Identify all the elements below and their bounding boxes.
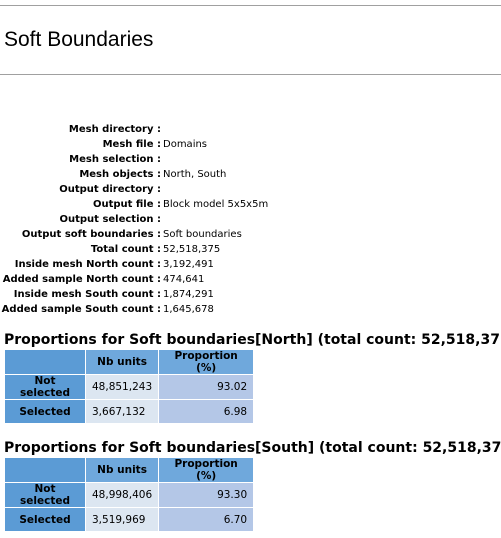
parameter-label: Output directory : (59, 184, 161, 195)
parameter-row: Output directory : (0, 182, 268, 197)
parameter-label: Mesh directory : (68, 124, 161, 135)
parameter-value: 1,645,678 (163, 304, 214, 315)
parameter-label: Inside mesh North count : (14, 259, 161, 270)
row-header: Selected (5, 400, 85, 423)
page-title: Soft Boundaries (4, 28, 154, 51)
parameter-label: Output selection : (59, 214, 162, 225)
table-cell: 48,851,243 (86, 375, 159, 399)
row-header: Not selected (5, 375, 85, 399)
parameter-row: Output selection : (0, 212, 268, 227)
column-header: Proportion (%) (159, 350, 254, 374)
parameter-label: Output soft boundaries : (21, 229, 161, 240)
corner-cell (5, 350, 85, 374)
table-cell: 93.02 (159, 375, 254, 399)
parameter-label: Added sample South count : (1, 304, 161, 315)
parameter-value: 52,518,375 (163, 244, 221, 255)
parameter-value: Domains (163, 139, 208, 150)
parameter-label: Inside mesh South count : (13, 289, 161, 300)
table-cell: 48,998,406 (86, 483, 159, 507)
top-rule (0, 5, 501, 6)
section-heading: Proportions for Soft boundaries[North] (… (4, 332, 501, 348)
column-header: Nb units (86, 458, 159, 482)
parameter-label: Output file : (92, 199, 161, 210)
parameter-value: 3,192,491 (163, 259, 214, 270)
title-rule (0, 74, 501, 75)
table-row: Selected 3,519,969 6.70 (5, 508, 254, 531)
table-cell: 3,519,969 (86, 508, 159, 531)
parameter-value: Block model 5x5x5m (163, 199, 269, 210)
table-row: Selected 3,667,132 6.98 (5, 400, 254, 423)
parameter-row: Inside mesh South count :1,874,291 (0, 287, 268, 302)
table-cell: 6.98 (159, 400, 254, 423)
parameter-value: Soft boundaries (163, 229, 242, 240)
parameter-row: Added sample South count :1,645,678 (0, 302, 268, 317)
table-cell: 3,667,132 (86, 400, 159, 423)
parameter-row: Mesh file : Domains (0, 137, 268, 152)
parameter-label: Mesh file : (102, 139, 161, 150)
parameter-value: North, South (163, 169, 227, 180)
parameter-row: Mesh directory : (0, 122, 268, 137)
parameter-row: Mesh objects : North, South (0, 167, 268, 182)
table-row: Not selected 48,851,243 93.02 (5, 375, 254, 399)
row-header: Selected (5, 508, 85, 531)
parameter-row: Output soft boundaries : Soft boundaries (0, 227, 268, 242)
proportion-section: Proportions for Soft boundaries[South] (… (4, 439, 501, 532)
proportion-table: Nb units Proportion (%) Not selected 48,998… (4, 457, 254, 532)
parameter-label: Added sample North count : (2, 274, 161, 285)
parameter-label: Total count : (90, 244, 161, 255)
parameter-row: Mesh selection : (0, 152, 268, 167)
parameter-label: Mesh selection : (69, 154, 161, 165)
table-cell: 93.30 (159, 483, 254, 507)
row-header: Not selected (5, 483, 85, 507)
proportion-section: Proportions for Soft boundaries[North] (… (4, 331, 501, 424)
parameter-row: Total count :52,518,375 (0, 242, 268, 257)
section-heading: Proportions for Soft boundaries[South] (… (4, 440, 501, 456)
column-header: Proportion (%) (159, 458, 254, 482)
header-row: Nb units Proportion (%) (5, 350, 254, 374)
table-row: Not selected 48,998,406 93.30 (5, 483, 254, 507)
parameter-row: Inside mesh North count :3,192,491 (0, 257, 268, 272)
corner-cell (5, 458, 85, 482)
parameter-row: Added sample North count :474,641 (0, 272, 268, 287)
parameter-row: Output file : Block model 5x5x5m (0, 197, 268, 212)
table-cell: 6.70 (159, 508, 254, 531)
parameter-list: Mesh directory : Mesh file : Domains Mesh s… (0, 122, 269, 317)
proportion-table: Nb units Proportion (%) Not selected 48,851… (4, 349, 254, 424)
parameter-label: Mesh objects : (79, 169, 161, 180)
parameter-value: 1,874,291 (163, 289, 214, 300)
column-header: Nb units (86, 350, 159, 374)
parameter-value: 474,641 (163, 274, 205, 285)
header-row: Nb units Proportion (%) (5, 458, 254, 482)
